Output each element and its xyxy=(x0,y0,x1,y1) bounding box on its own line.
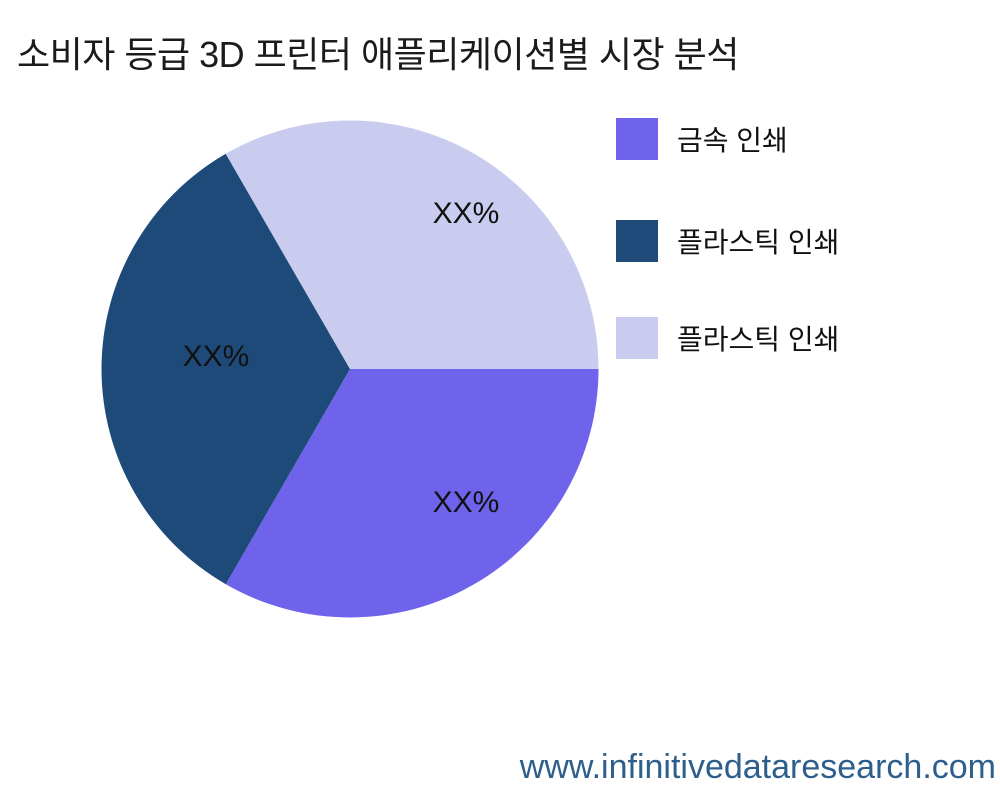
pie-slice-label-plastic-printing-light: XX% xyxy=(432,197,500,230)
pie-slice-1 xyxy=(101,153,350,585)
legend-swatch-metal-printing xyxy=(616,118,658,160)
pie-chart-area: XX% XX% XX% xyxy=(101,120,599,618)
website-url: www.infinitivedataresearch.com xyxy=(519,748,996,786)
legend-label-plastic-printing-dark: 플라스틱 인쇄 xyxy=(677,227,840,258)
legend-label-metal-printing: 금속 인쇄 xyxy=(677,125,788,156)
legend-swatch-plastic-printing-dark xyxy=(616,220,658,262)
pie-chart xyxy=(101,120,599,618)
legend-swatch-plastic-printing-light xyxy=(616,317,658,359)
pie-slice-label-plastic-printing-dark: XX% xyxy=(182,340,250,373)
pie-slice-0 xyxy=(225,369,599,618)
chart-title: 소비자 등급 3D 프린터 애플리케이션별 시장 분석 xyxy=(17,34,739,75)
pie-slice-2 xyxy=(225,120,599,369)
legend-label-plastic-printing-light: 플라스틱 인쇄 xyxy=(677,324,840,355)
legend-item-metal-printing: 금속 인쇄 xyxy=(616,118,788,160)
legend-item-plastic-printing-light: 플라스틱 인쇄 xyxy=(616,317,839,359)
pie-slice-label-metal-printing: XX% xyxy=(432,486,500,519)
legend-item-plastic-printing-dark: 플라스틱 인쇄 xyxy=(616,220,839,262)
